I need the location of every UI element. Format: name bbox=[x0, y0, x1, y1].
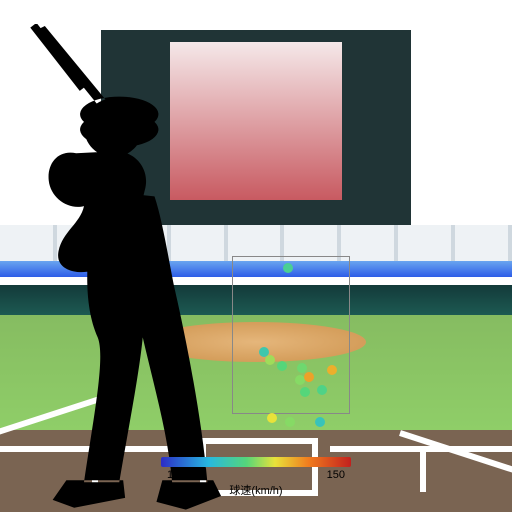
pitch-marker bbox=[283, 263, 293, 273]
batter-silhouette bbox=[0, 24, 225, 514]
pitch-marker bbox=[317, 385, 327, 395]
pitch-marker bbox=[315, 417, 325, 427]
pitch-location-chart: 100150 球速(km/h) bbox=[0, 0, 512, 512]
pitch-marker bbox=[304, 372, 314, 382]
colorbar-ticks: 100150 bbox=[161, 467, 351, 481]
colorbar-gradient bbox=[161, 457, 351, 467]
pitch-marker bbox=[297, 363, 307, 373]
pitch-marker bbox=[267, 413, 277, 423]
pitch-marker bbox=[285, 417, 295, 427]
pitch-marker bbox=[277, 361, 287, 371]
pitch-marker bbox=[300, 387, 310, 397]
strike-zone-box bbox=[232, 256, 350, 414]
colorbar: 100150 球速(km/h) bbox=[161, 457, 351, 498]
colorbar-label: 球速(km/h) bbox=[161, 482, 351, 498]
pitch-marker bbox=[265, 355, 275, 365]
pitch-marker bbox=[327, 365, 337, 375]
